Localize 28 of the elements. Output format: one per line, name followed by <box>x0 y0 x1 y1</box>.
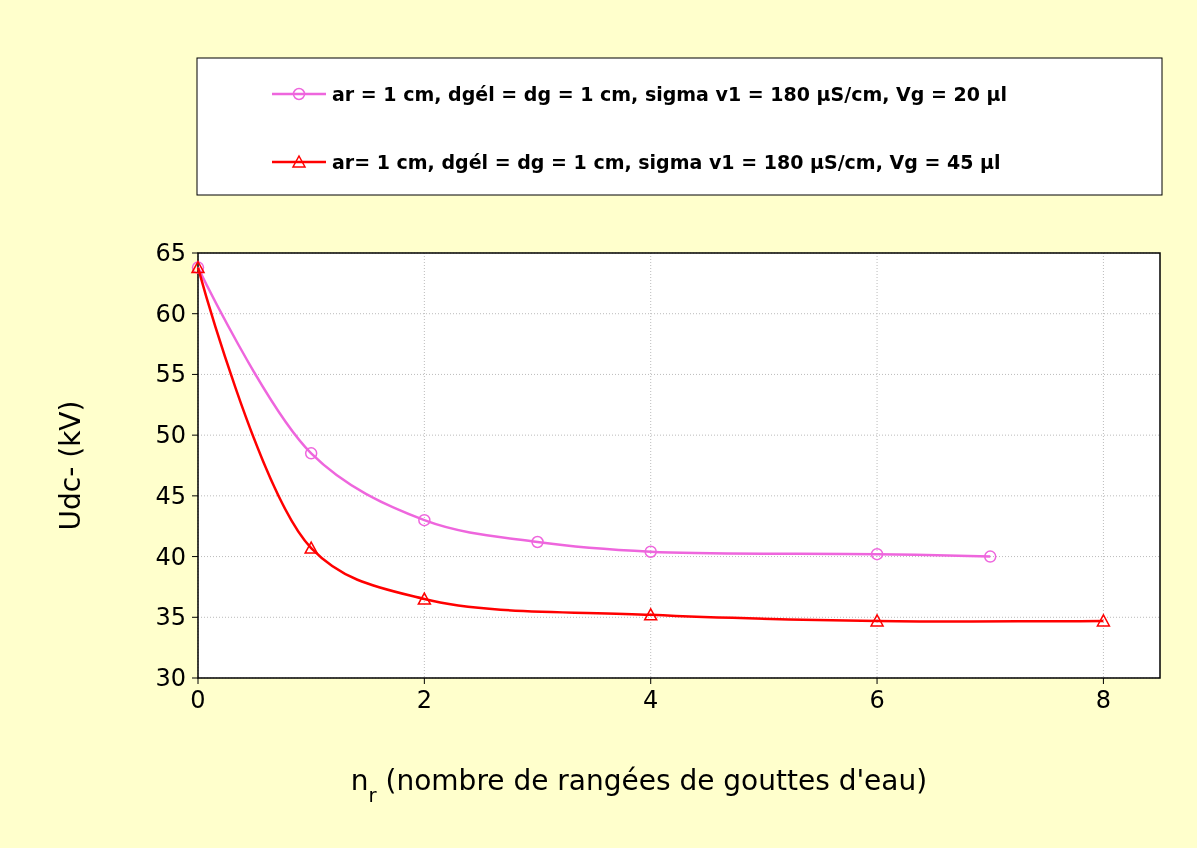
point <box>870 614 884 627</box>
y-tick-label: 45 <box>155 481 186 510</box>
point <box>304 447 318 460</box>
point <box>304 541 318 554</box>
point <box>417 592 432 605</box>
y-tick-label: 35 <box>155 603 186 632</box>
point <box>1096 614 1111 627</box>
y-tick-label: 65 <box>155 239 186 267</box>
legend-label: ar = 1 cm, dgél = dg = 1 cm, sigma v1 = 180 µS/cm, Vg = 20 µl <box>332 83 1008 105</box>
x-tick-label: 0 <box>190 686 206 714</box>
point <box>644 545 657 558</box>
y-tick-label: 55 <box>155 360 186 389</box>
point <box>983 550 997 563</box>
legend-label: ar= 1 cm, dgél = dg = 1 cm, sigma v1 = 180 µS/cm, Vg = 45 µl <box>332 151 1001 173</box>
y-axis-title: Udc- (kV) <box>54 400 87 531</box>
point <box>870 547 884 561</box>
y-tick-label: 40 <box>155 542 186 571</box>
x-tick-label: 2 <box>416 686 432 714</box>
y-tick-label: 50 <box>155 421 186 450</box>
y-tick-label: 30 <box>155 664 186 692</box>
x-axis-title: n$_{r}$ (nombre de rangées de gouttes d'eau) <box>350 764 928 807</box>
point <box>531 535 544 549</box>
point <box>418 513 431 527</box>
y-tick-label: 60 <box>155 299 186 328</box>
point <box>643 608 658 621</box>
x-tick-label: 4 <box>643 686 659 714</box>
x-tick-label: 8 <box>1095 686 1112 714</box>
x-tick-label: 6 <box>869 686 885 714</box>
